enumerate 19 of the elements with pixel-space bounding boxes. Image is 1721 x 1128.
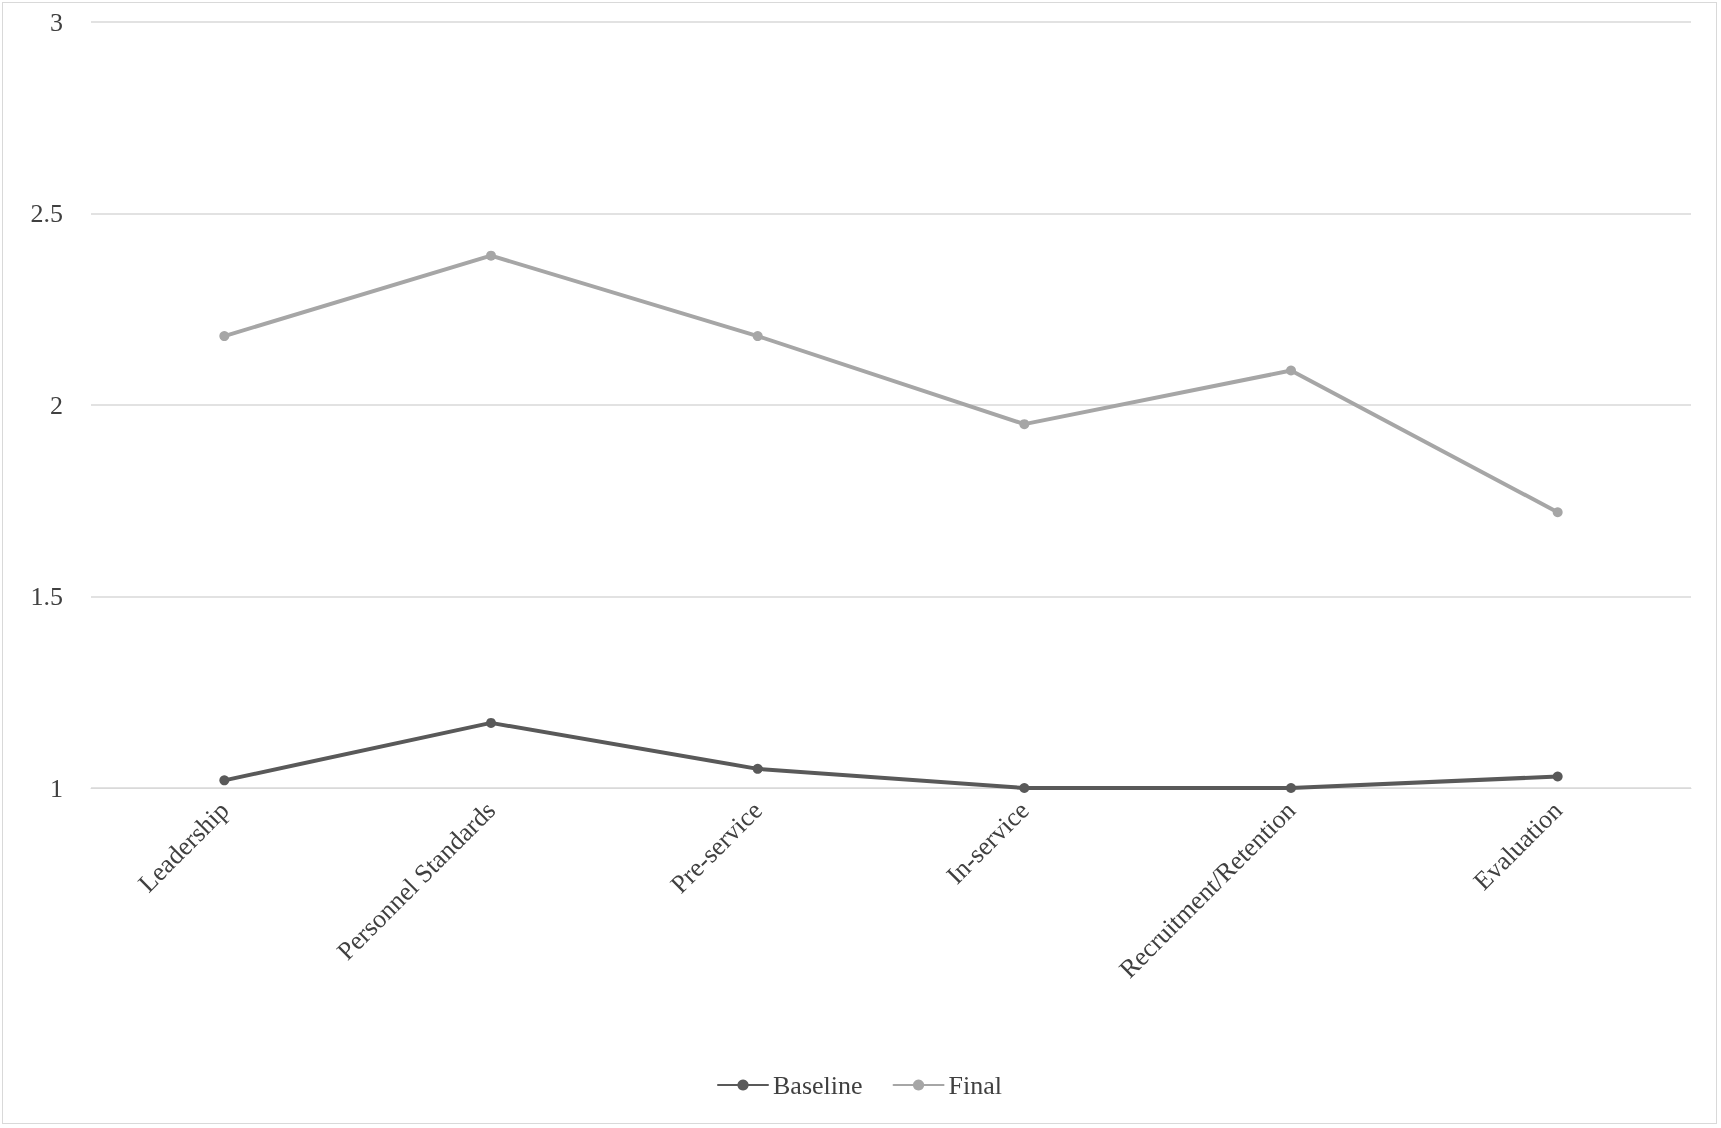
point <box>752 763 763 774</box>
point <box>1019 419 1030 430</box>
point <box>219 331 230 342</box>
y-tick-label: 1.5 <box>30 582 63 611</box>
legend-label: Baseline <box>773 1070 863 1100</box>
y-tick-label: 3 <box>50 7 63 37</box>
point <box>1019 783 1030 793</box>
point <box>1552 771 1563 782</box>
legend-label: Final <box>948 1070 1002 1100</box>
point <box>1286 365 1296 376</box>
point <box>1552 507 1563 518</box>
y-tick-label: 1 <box>50 773 63 803</box>
point <box>486 250 496 261</box>
point <box>219 775 230 786</box>
point <box>486 717 496 728</box>
point <box>752 331 763 342</box>
point <box>1286 783 1296 793</box>
y-tick-label: 2 <box>50 390 63 420</box>
y-tick-label: 2.5 <box>30 199 63 228</box>
